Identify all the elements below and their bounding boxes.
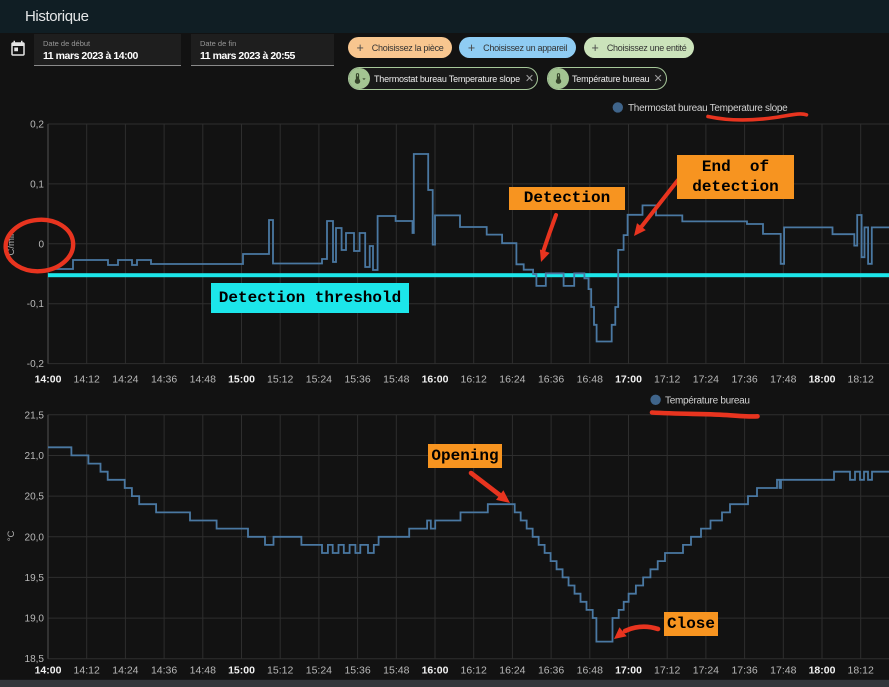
- svg-text:-0,1: -0,1: [27, 299, 45, 310]
- svg-text:15:36: 15:36: [344, 665, 370, 677]
- svg-text:14:24: 14:24: [112, 665, 138, 677]
- svg-text:Température bureau: Température bureau: [665, 396, 750, 407]
- svg-text:18:12: 18:12: [848, 665, 874, 677]
- svg-text:16:48: 16:48: [577, 374, 603, 386]
- svg-text:17:24: 17:24: [693, 665, 719, 677]
- svg-text:16:00: 16:00: [422, 374, 449, 386]
- svg-text:16:36: 16:36: [538, 665, 564, 677]
- svg-text:17:36: 17:36: [731, 374, 757, 386]
- svg-text:14:12: 14:12: [74, 665, 100, 677]
- svg-text:15:00: 15:00: [228, 665, 255, 677]
- svg-text:15:24: 15:24: [306, 374, 332, 386]
- svg-text:15:48: 15:48: [383, 374, 409, 386]
- svg-text:14:00: 14:00: [35, 374, 62, 386]
- svg-text:14:24: 14:24: [112, 374, 138, 386]
- svg-text:15:48: 15:48: [383, 665, 409, 677]
- svg-text:°C/min: °C/min: [6, 231, 17, 260]
- svg-text:17:12: 17:12: [654, 374, 680, 386]
- svg-text:-0,2: -0,2: [27, 359, 45, 370]
- svg-text:17:12: 17:12: [654, 665, 680, 677]
- svg-text:21,0: 21,0: [25, 451, 45, 462]
- svg-text:14:00: 14:00: [35, 665, 62, 677]
- svg-text:18:00: 18:00: [809, 665, 836, 677]
- svg-text:°C: °C: [6, 531, 17, 542]
- svg-text:16:24: 16:24: [499, 374, 525, 386]
- svg-text:14:36: 14:36: [151, 665, 177, 677]
- svg-text:14:36: 14:36: [151, 374, 177, 386]
- svg-text:18,5: 18,5: [25, 654, 45, 665]
- svg-text:14:12: 14:12: [74, 374, 100, 386]
- svg-text:15:36: 15:36: [344, 374, 370, 386]
- svg-text:15:24: 15:24: [306, 665, 332, 677]
- svg-text:0,2: 0,2: [30, 120, 44, 131]
- svg-text:17:48: 17:48: [770, 374, 796, 386]
- svg-text:19,5: 19,5: [25, 573, 45, 584]
- svg-text:15:12: 15:12: [267, 665, 293, 677]
- svg-text:0,1: 0,1: [30, 179, 44, 190]
- svg-text:15:00: 15:00: [228, 374, 255, 386]
- svg-text:18:00: 18:00: [809, 374, 836, 386]
- svg-text:16:12: 16:12: [461, 665, 487, 677]
- svg-text:16:12: 16:12: [461, 374, 487, 386]
- svg-text:17:00: 17:00: [615, 665, 642, 677]
- svg-text:0: 0: [38, 239, 44, 250]
- svg-text:20,5: 20,5: [25, 492, 45, 503]
- svg-text:17:24: 17:24: [693, 374, 719, 386]
- svg-text:14:48: 14:48: [190, 665, 216, 677]
- svg-text:17:36: 17:36: [731, 665, 757, 677]
- svg-text:16:36: 16:36: [538, 374, 564, 386]
- svg-text:Thermostat bureau Temperature: Thermostat bureau Temperature slope: [628, 103, 788, 114]
- svg-text:21,5: 21,5: [25, 410, 45, 421]
- svg-text:16:00: 16:00: [422, 665, 449, 677]
- svg-text:17:48: 17:48: [770, 665, 796, 677]
- svg-text:16:48: 16:48: [577, 665, 603, 677]
- svg-text:20,0: 20,0: [25, 532, 45, 543]
- svg-text:14:48: 14:48: [190, 374, 216, 386]
- svg-text:18:12: 18:12: [848, 374, 874, 386]
- svg-text:17:00: 17:00: [615, 374, 642, 386]
- svg-text:16:24: 16:24: [499, 665, 525, 677]
- svg-text:19,0: 19,0: [25, 614, 45, 625]
- svg-text:15:12: 15:12: [267, 374, 293, 386]
